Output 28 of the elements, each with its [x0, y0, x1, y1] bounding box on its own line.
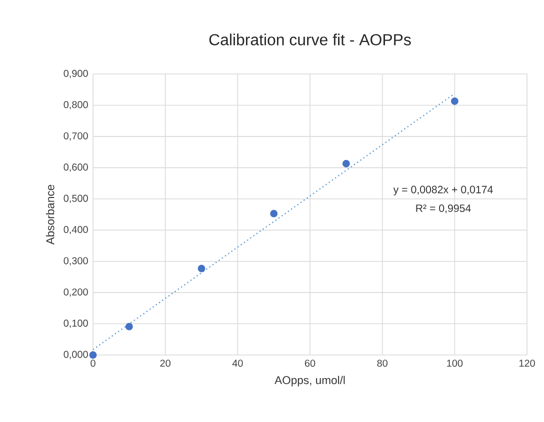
point — [198, 264, 206, 272]
point — [89, 351, 97, 359]
x-tick-label: 40 — [232, 360, 243, 367]
y-tick-label: 0,400 — [64, 226, 88, 234]
x-tick-label: 100 — [447, 360, 463, 367]
point — [342, 160, 350, 168]
x-axis-title: AOpps, umol/l — [274, 376, 345, 386]
y-tick-label: 0,200 — [64, 288, 88, 297]
point — [270, 210, 278, 218]
chart-title: Calibration curve fit - AOPPs — [209, 34, 411, 46]
annotation: y = 0,0082x + 0,0174 — [393, 186, 493, 196]
x-tick-label: 80 — [377, 360, 388, 367]
y-tick-label: 0,000 — [64, 350, 88, 360]
x-tick-label: 120 — [519, 360, 535, 367]
point — [125, 322, 133, 330]
y-tick-label: 0,600 — [64, 164, 88, 172]
x-tick-label: 0 — [90, 360, 96, 367]
y-tick-label: 0,300 — [64, 257, 88, 266]
x-tick-label: 60 — [304, 360, 316, 367]
x-tick-label: 20 — [160, 360, 170, 367]
y-axis-title: Absorbance — [46, 184, 54, 245]
y-tick-label: 0,800 — [64, 101, 88, 110]
y-tick-label: 0,900 — [64, 70, 88, 78]
y-tick-label: 0,100 — [64, 320, 88, 328]
y-tick-label: 0,700 — [64, 132, 88, 141]
point — [450, 97, 458, 105]
annotation: R² = 0,9954 — [416, 204, 471, 214]
y-tick-label: 0,500 — [64, 194, 88, 204]
